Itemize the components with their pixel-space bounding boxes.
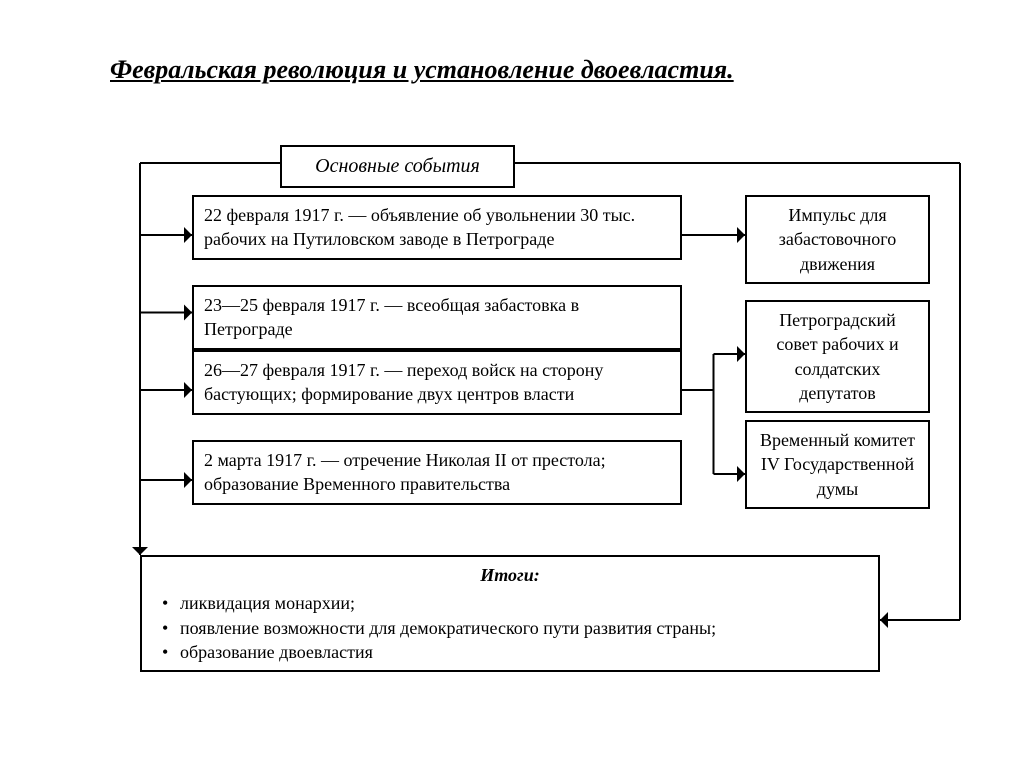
result-item: ликвидация монархии; xyxy=(162,591,868,615)
results-title: Итоги: xyxy=(152,563,868,587)
event-4: 2 марта 1917 г. — отречение Николая II о… xyxy=(192,440,682,505)
event-1: 22 февраля 1917 г. — объявление об уволь… xyxy=(192,195,682,260)
result-item: образование двоевластия xyxy=(162,640,868,664)
outcome-2: Петроградский совет рабочих и солдатских… xyxy=(745,300,930,413)
event-3: 26—27 февраля 1917 г. — переход войск на… xyxy=(192,350,682,415)
outcome-1: Импульс для забастовочного движения xyxy=(745,195,930,284)
header-box: Основные события xyxy=(280,145,515,188)
outcome-3: Временный комитет IV Государственной дум… xyxy=(745,420,930,509)
event-2: 23—25 февраля 1917 г. — всеобщая забасто… xyxy=(192,285,682,350)
results-list: ликвидация монархии; появление возможнос… xyxy=(162,591,868,664)
page-title: Февральская революция и установление дво… xyxy=(110,55,734,85)
result-item: появление возможности для демократическо… xyxy=(162,616,868,640)
results-box: Итоги: ликвидация монархии; появление во… xyxy=(140,555,880,672)
